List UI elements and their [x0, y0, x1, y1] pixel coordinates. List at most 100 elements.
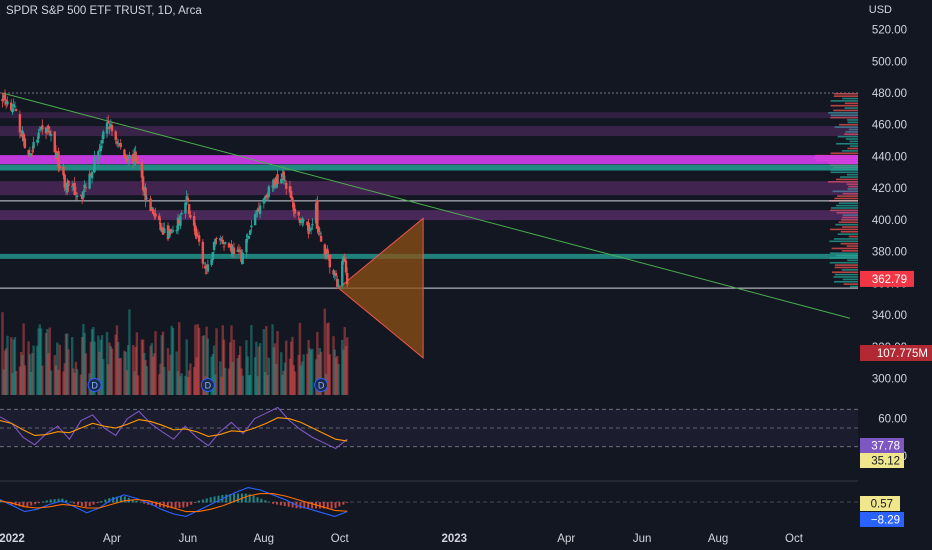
- volume-profile-row: [831, 207, 858, 209]
- macd-histogram-bar: [80, 502, 83, 506]
- candle-body: [257, 208, 261, 212]
- candle-body: [220, 239, 223, 241]
- volume-bar: [302, 354, 305, 395]
- rsi-ma-value-badge: [860, 453, 904, 468]
- macd-histogram-bar: [190, 502, 193, 505]
- candle-body: [255, 213, 258, 215]
- volume-profile-row: [849, 285, 858, 288]
- volume-profile-row: [833, 238, 858, 240]
- volume-bar: [125, 370, 129, 395]
- price-tick-label: 420.00: [872, 183, 907, 195]
- volume-bar: [115, 325, 119, 395]
- volume-bar: [108, 342, 111, 395]
- macd-histogram-bar: [264, 500, 267, 503]
- candle-body: [128, 154, 131, 159]
- candle-body: [31, 150, 34, 152]
- volume-bar: [205, 326, 208, 395]
- candle-body: [90, 171, 94, 179]
- macd-value-label: −8.29: [871, 515, 900, 527]
- volume-bar: [276, 331, 279, 395]
- candle-body: [144, 187, 147, 202]
- candle-body: [13, 106, 17, 108]
- volume-bar: [232, 339, 236, 395]
- volume-bar: [314, 359, 318, 395]
- volume-bar: [197, 327, 201, 395]
- candle-body: [163, 228, 166, 234]
- time-axis: 2022 Apr Jun Aug Oct 2023 Apr Jun Aug Oct: [0, 533, 804, 545]
- candle-body: [56, 153, 59, 158]
- volume-bar: [150, 343, 154, 395]
- volume-bar: [280, 352, 283, 395]
- volume-bar: [328, 354, 331, 395]
- volume-bar: [318, 348, 322, 395]
- candle-body: [328, 255, 331, 268]
- candle-body: [307, 222, 310, 234]
- candle-body: [23, 138, 27, 149]
- volume-profile-row: [848, 235, 858, 238]
- candle-body: [291, 197, 294, 202]
- volume-bar: [307, 339, 310, 395]
- volume-bar: [210, 356, 213, 395]
- volume-bar: [90, 329, 94, 395]
- volume-profile-row: [837, 135, 858, 138]
- volume-bar: [317, 354, 320, 395]
- candle-body: [124, 158, 127, 161]
- volume-profile-row: [840, 242, 858, 245]
- volume-profile-row: [836, 204, 858, 207]
- candle-body: [49, 134, 53, 136]
- volume-bar: [336, 355, 339, 395]
- macd-histogram-bar: [92, 502, 95, 505]
- volume-bar: [262, 329, 266, 395]
- volume-bar: [221, 325, 224, 395]
- candle-body: [168, 230, 171, 238]
- candle-body: [80, 195, 84, 200]
- volume-bar: [32, 345, 35, 395]
- candle-body: [117, 142, 120, 145]
- candle-body: [143, 189, 146, 193]
- macd-histogram-bar: [233, 493, 236, 503]
- volume-bar: [219, 361, 222, 395]
- volume-profile-row: [828, 181, 858, 183]
- candle-body: [153, 213, 156, 217]
- time-tick-label: Jun: [179, 533, 198, 545]
- candle-body: [92, 168, 95, 170]
- volume-bar: [275, 363, 278, 395]
- candle-body: [314, 203, 318, 224]
- macd-histogram-bar: [236, 493, 239, 503]
- candle-body: [28, 153, 32, 156]
- candle-body: [311, 223, 314, 226]
- volume-bar: [230, 325, 233, 395]
- candle-body: [82, 190, 85, 198]
- candle-body: [159, 222, 162, 231]
- candle-body: [271, 185, 274, 187]
- price-axis: 520.00 500.00 480.00 460.00 440.00 420.00 400.…: [860, 25, 932, 386]
- macd-histogram-bar: [116, 496, 119, 503]
- volume-bar: [31, 352, 34, 395]
- volume-bar: [206, 338, 210, 395]
- candle-body: [83, 184, 86, 189]
- candle-body: [62, 166, 65, 176]
- volume-profile-row: [842, 192, 858, 195]
- volume-bar: [285, 340, 288, 395]
- macd-histogram-bar: [287, 502, 290, 507]
- volume-bar: [192, 367, 196, 395]
- candle-body: [245, 238, 248, 253]
- volume-profile-row: [830, 116, 858, 119]
- candle-body: [88, 173, 91, 189]
- candle-body: [211, 252, 215, 261]
- candle-body: [267, 186, 271, 197]
- volume-bar: [346, 337, 349, 395]
- macd-histogram-bar: [279, 502, 282, 506]
- candle-body: [154, 213, 157, 217]
- macd-histogram-bar: [57, 498, 60, 503]
- volume-profile-row: [844, 102, 858, 105]
- volume-profile-row: [834, 126, 858, 128]
- volume-bar: [170, 325, 173, 395]
- volume-profile-row: [843, 283, 858, 285]
- volume-bar: [63, 363, 66, 395]
- volume-bar: [107, 364, 110, 395]
- macd-histogram-bar: [34, 502, 37, 505]
- volume-profile-row: [830, 171, 858, 174]
- candle-body: [18, 114, 22, 133]
